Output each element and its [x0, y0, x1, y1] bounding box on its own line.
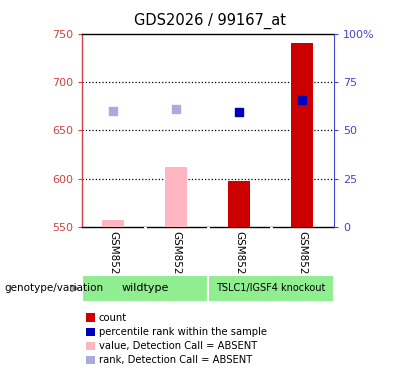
- Text: percentile rank within the sample: percentile rank within the sample: [99, 327, 267, 337]
- Bar: [82, 275, 208, 302]
- Point: [173, 106, 180, 112]
- Text: GSM85213: GSM85213: [171, 231, 181, 288]
- Text: GSM85214: GSM85214: [297, 231, 307, 288]
- Text: rank, Detection Call = ABSENT: rank, Detection Call = ABSENT: [99, 355, 252, 365]
- Bar: [102, 220, 124, 227]
- Text: value, Detection Call = ABSENT: value, Detection Call = ABSENT: [99, 341, 257, 351]
- Point: [299, 98, 306, 104]
- Bar: [165, 167, 187, 227]
- Text: wildtype: wildtype: [121, 284, 168, 293]
- Text: genotype/variation: genotype/variation: [4, 284, 103, 293]
- Text: count: count: [99, 312, 127, 322]
- Text: GSM85211: GSM85211: [108, 231, 118, 288]
- Text: GSM85212: GSM85212: [234, 231, 244, 288]
- Point: [110, 108, 117, 114]
- Text: GDS2026 / 99167_at: GDS2026 / 99167_at: [134, 13, 286, 29]
- Point: [236, 109, 243, 115]
- Text: TSLC1/IGSF4 knockout: TSLC1/IGSF4 knockout: [216, 284, 326, 293]
- Bar: [291, 44, 313, 227]
- Bar: [228, 180, 250, 227]
- Bar: [208, 275, 334, 302]
